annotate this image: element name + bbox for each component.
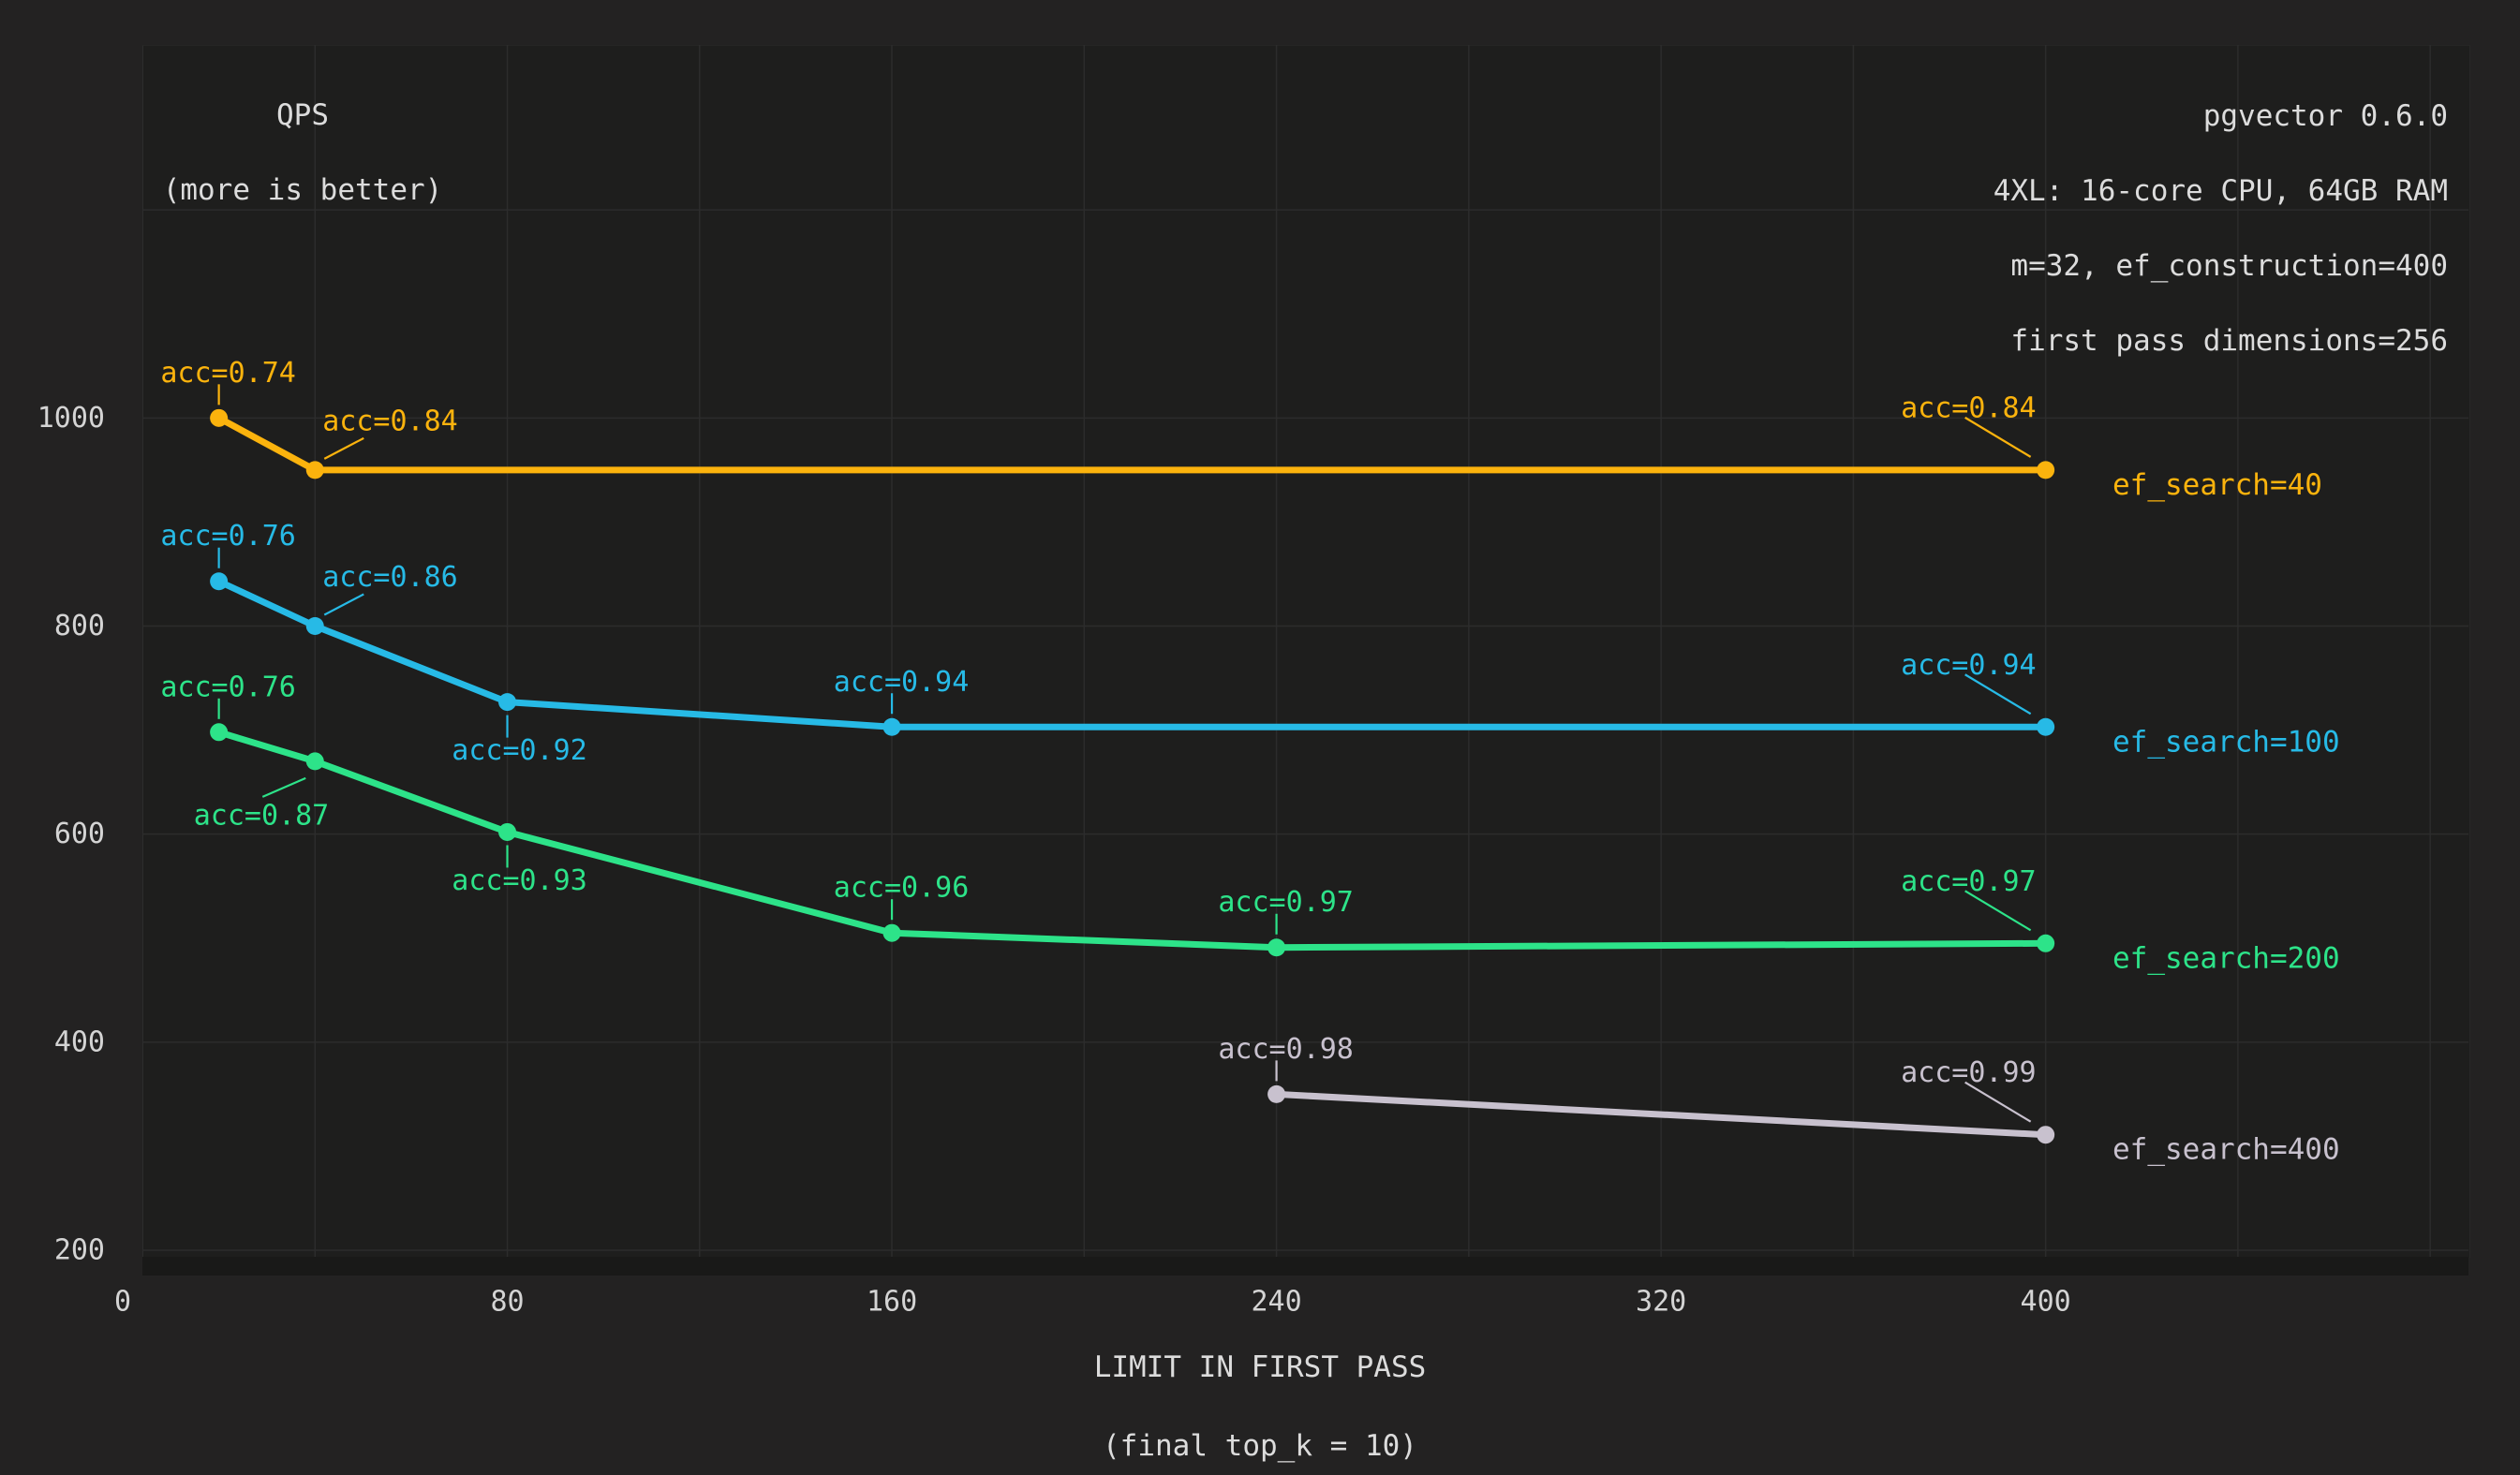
acc-label-connector bbox=[1964, 673, 2032, 715]
x-axis-title: LIMIT IN FIRST PASS (final top_k = 10) bbox=[885, 1348, 1635, 1466]
plot-area bbox=[142, 45, 2470, 1258]
series-label: ef_search=100 bbox=[2112, 725, 2340, 759]
acc-label: acc=0.94 bbox=[834, 666, 970, 699]
acc-label: acc=0.87 bbox=[194, 799, 330, 832]
acc-label: acc=0.76 bbox=[160, 671, 296, 703]
data-point bbox=[882, 923, 901, 942]
y-tick-label: 400 bbox=[54, 1025, 105, 1058]
data-point bbox=[498, 822, 517, 841]
data-point bbox=[498, 693, 517, 712]
data-point bbox=[305, 617, 324, 636]
acc-label-connector bbox=[323, 436, 364, 460]
x-tick-label: 400 bbox=[2021, 1286, 2071, 1319]
acc-label: acc=0.86 bbox=[322, 561, 458, 594]
data-point bbox=[210, 723, 229, 742]
acc-label: acc=0.96 bbox=[834, 872, 970, 905]
config-note: pgvector 0.6.0 4XL: 16-core CPU, 64GB RA… bbox=[1994, 97, 2448, 360]
acc-label: acc=0.97 bbox=[1901, 865, 2037, 898]
y-tick-label: 800 bbox=[54, 610, 105, 642]
y-tick-label: 1000 bbox=[37, 402, 105, 435]
x-axis-band bbox=[142, 1257, 2468, 1276]
config-note-line3: m=32, ef_construction=400 bbox=[2010, 249, 2448, 283]
data-point bbox=[210, 572, 229, 591]
acc-label: acc=0.93 bbox=[452, 864, 587, 897]
data-point bbox=[2037, 461, 2055, 479]
acc-label-connector bbox=[1964, 890, 2032, 932]
config-note-line4: first pass dimensions=256 bbox=[2010, 324, 2448, 358]
data-point bbox=[2037, 934, 2055, 952]
acc-label: acc=0.84 bbox=[1901, 391, 2037, 424]
x-axis-title-line1: LIMIT IN FIRST PASS bbox=[1093, 1350, 1427, 1384]
config-note-line2: 4XL: 16-core CPU, 64GB RAM bbox=[1993, 174, 2448, 208]
series-label: ef_search=400 bbox=[2112, 1133, 2340, 1167]
acc-label: acc=0.94 bbox=[1901, 649, 2037, 682]
x-tick-label: 160 bbox=[867, 1286, 917, 1319]
data-point bbox=[305, 461, 324, 479]
acc-label-connector bbox=[323, 593, 364, 616]
acc-label-connector bbox=[1964, 1081, 2032, 1123]
x-tick-label: 80 bbox=[490, 1286, 524, 1319]
y-tick-label: 600 bbox=[54, 818, 105, 850]
config-note-line1: pgvector 0.6.0 bbox=[2202, 99, 2448, 133]
x-tick-label: 0 bbox=[114, 1286, 131, 1319]
series-label: ef_search=200 bbox=[2112, 941, 2340, 975]
data-point bbox=[1267, 938, 1286, 957]
data-point bbox=[305, 752, 324, 771]
x-tick-label: 320 bbox=[1636, 1286, 1686, 1319]
acc-label-connector bbox=[1964, 416, 2032, 458]
series-line bbox=[215, 578, 2050, 730]
acc-label: acc=0.92 bbox=[452, 734, 587, 767]
series-label: ef_search=40 bbox=[2112, 468, 2322, 502]
data-point bbox=[882, 717, 901, 736]
y-tick-label: 200 bbox=[54, 1234, 105, 1267]
data-point bbox=[2037, 717, 2055, 736]
acc-label: acc=0.74 bbox=[160, 357, 296, 390]
series-line bbox=[215, 729, 2050, 951]
acc-label: acc=0.98 bbox=[1218, 1033, 1354, 1066]
chart-title: QPS (more is better) bbox=[115, 96, 490, 209]
data-point bbox=[1267, 1084, 1286, 1103]
acc-label: acc=0.99 bbox=[1901, 1056, 2037, 1089]
acc-label: acc=0.97 bbox=[1218, 886, 1354, 919]
chart-title-line1: QPS bbox=[276, 98, 329, 132]
acc-label: acc=0.76 bbox=[160, 520, 296, 553]
acc-label: acc=0.84 bbox=[322, 405, 458, 437]
series-line bbox=[215, 414, 2050, 474]
series-line bbox=[1273, 1090, 2050, 1139]
data-point bbox=[2037, 1126, 2055, 1144]
acc-label-connector bbox=[261, 776, 306, 798]
data-point bbox=[210, 408, 229, 427]
x-tick-label: 240 bbox=[1251, 1286, 1301, 1319]
chart-title-line2: (more is better) bbox=[162, 173, 443, 207]
x-axis-title-line2: (final top_k = 10) bbox=[1103, 1429, 1417, 1463]
